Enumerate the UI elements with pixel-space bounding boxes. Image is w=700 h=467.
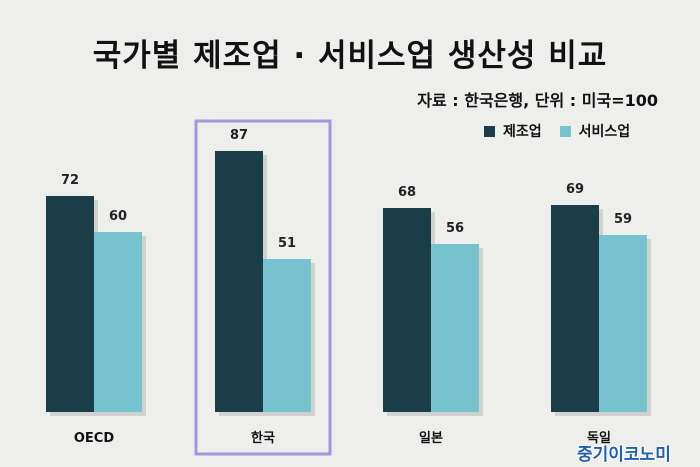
value-label-japan-manufacturing: 68 xyxy=(398,185,416,200)
chart-subtitle: 자료 : 한국은행, 단위 : 미국=100 xyxy=(417,91,658,110)
legend: 제조업 서비스업 xyxy=(484,121,648,141)
legend-label-manufacturing: 제조업 xyxy=(503,124,542,140)
legend-item-service: 서비스업 xyxy=(559,121,631,141)
value-label-korea-manufacturing: 87 xyxy=(230,128,248,143)
highlight-box-korea xyxy=(194,119,332,456)
value-label-korea-service: 51 xyxy=(278,236,296,251)
legend-swatch-manufacturing xyxy=(484,125,495,137)
bar-germany-manufacturing xyxy=(551,205,599,412)
legend-swatch-service xyxy=(559,125,571,137)
value-label-germany-manufacturing: 69 xyxy=(566,182,584,197)
value-label-oecd-service: 60 xyxy=(109,209,127,224)
category-label-japan: 일본 xyxy=(419,431,443,446)
bar-korea-service xyxy=(263,259,311,412)
watermark-logo: 중기이코노미 xyxy=(577,445,671,465)
value-label-germany-service: 59 xyxy=(614,212,632,227)
value-label-oecd-manufacturing: 72 xyxy=(61,173,79,188)
bar-oecd-service xyxy=(94,232,142,412)
bar-germany-service xyxy=(599,235,647,412)
category-label-oecd: OECD xyxy=(74,431,114,446)
category-label-korea: 한국 xyxy=(251,430,275,446)
bar-korea-manufacturing xyxy=(215,151,263,412)
bar-japan-service xyxy=(431,244,479,412)
legend-item-manufacturing: 제조업 xyxy=(484,121,542,141)
bar-japan-manufacturing xyxy=(383,208,431,412)
chart-title: 국가별 제조업 · 서비스업 생산성 비교 xyxy=(92,38,608,74)
category-label-germany: 독일 xyxy=(587,431,611,446)
legend-label-service: 서비스업 xyxy=(578,124,631,140)
bar-oecd-manufacturing xyxy=(46,196,94,412)
value-label-japan-service: 56 xyxy=(446,221,464,236)
